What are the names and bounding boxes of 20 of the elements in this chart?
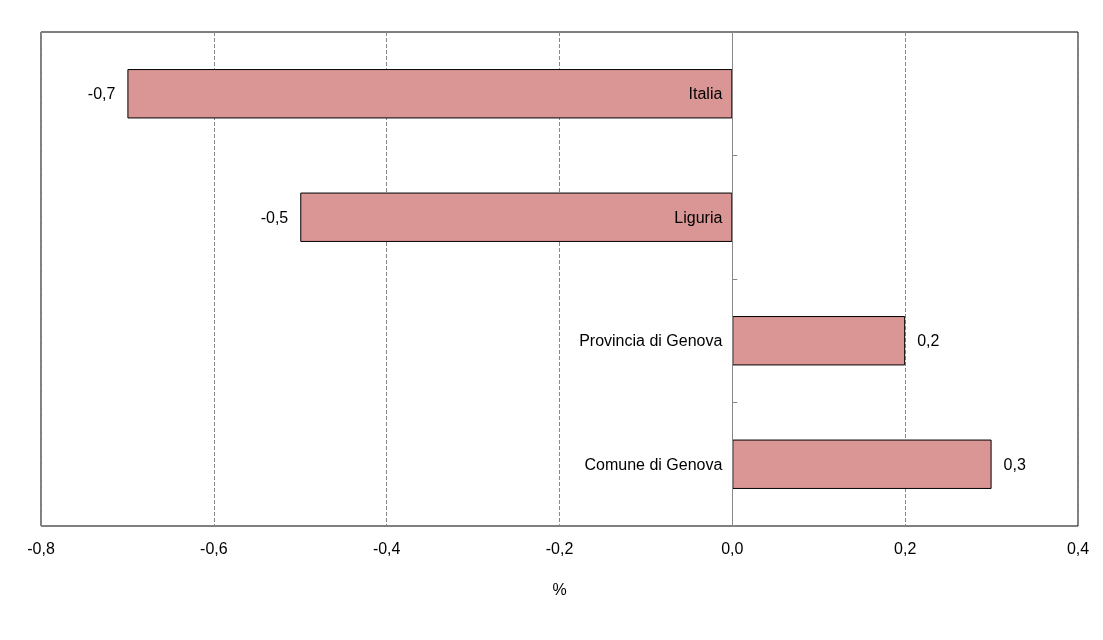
data-label: 0,2 [917, 332, 940, 350]
x-tick-label: 0,2 [894, 539, 917, 557]
bar [732, 439, 992, 489]
x-tick-label: 0,4 [1066, 539, 1090, 557]
x-tick-label: -0,6 [200, 539, 228, 557]
y-tick-label: Italia [688, 85, 723, 103]
x-tick-label: 0,0 [721, 539, 744, 557]
data-label: -0,7 [87, 85, 116, 103]
x-tick-label: -0,8 [27, 539, 55, 557]
data-label: 0,3 [1003, 455, 1026, 473]
y-tick-label: Provincia di Genova [579, 332, 723, 350]
x-tick-label: -0,2 [545, 539, 574, 557]
x-tick-label: -0,4 [372, 539, 401, 557]
y-tick-label: Comune di Genova [584, 455, 723, 473]
y-tick-label: Liguria [674, 208, 723, 226]
data-label: -0,5 [260, 208, 289, 226]
bar [127, 69, 733, 119]
bar [300, 192, 733, 242]
bar [732, 316, 906, 366]
x-axis-title: % [552, 580, 567, 598]
